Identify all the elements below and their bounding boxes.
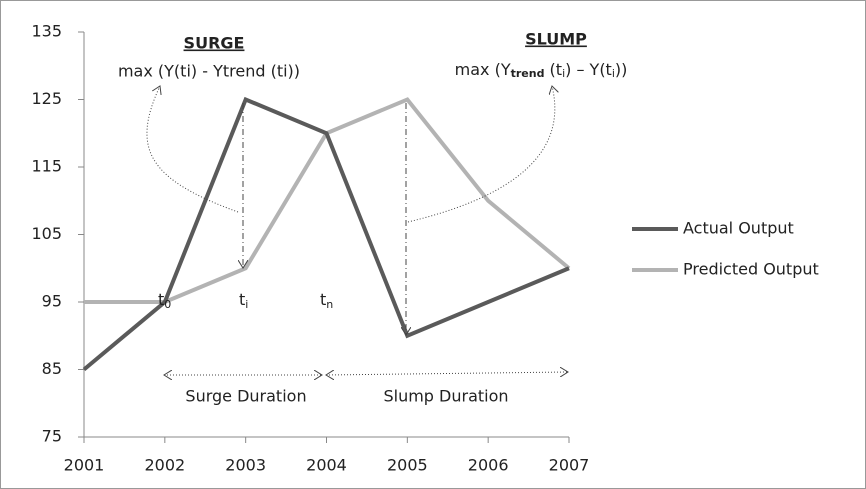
t-base: t xyxy=(158,290,164,309)
plot-area: 75 85 95 105 115 125 135 2001 2002 2003 2004 2005 20… xyxy=(31,22,589,475)
formula-part: (t xyxy=(544,60,562,79)
annotation-arrows xyxy=(146,86,568,375)
x-tick-label: 2002 xyxy=(144,456,185,475)
t-label: ti xyxy=(239,290,248,312)
t-subscript: n xyxy=(326,298,333,311)
surge-formula: max (Y(ti) - Ytrend (ti)) xyxy=(118,62,300,81)
t-subscript: 0 xyxy=(164,298,171,311)
formula-part: )) xyxy=(615,60,627,79)
surge-pointer xyxy=(146,86,239,213)
y-tick-label: 95 xyxy=(42,292,62,311)
t-base: t xyxy=(239,290,245,309)
subscript: i xyxy=(612,67,615,80)
t-base: t xyxy=(320,290,326,309)
y-tick-label: 125 xyxy=(31,89,62,108)
slump-duration: Slump Duration xyxy=(383,387,508,406)
slump-title: SLUMP xyxy=(525,30,587,49)
x-tick-label: 2003 xyxy=(225,456,266,475)
slump-formula: max (Ytrend (ti) – Y(ti)) xyxy=(455,60,628,81)
t-subscript: i xyxy=(245,298,248,311)
x-tick-label: 2004 xyxy=(306,456,347,475)
y-tick-label: 75 xyxy=(42,427,62,446)
slump-duration-arrow xyxy=(326,372,568,375)
y-tick-label: 105 xyxy=(31,224,62,243)
y-tick-label: 115 xyxy=(31,157,62,176)
t-label: t0 xyxy=(158,290,171,312)
formula-part: max (Y xyxy=(455,60,511,79)
legend-label: Actual Output xyxy=(683,219,794,238)
surge-title: SURGE xyxy=(184,34,245,53)
subscript: trend xyxy=(511,67,545,80)
y-tick-label: 85 xyxy=(42,359,62,378)
t-label: tn xyxy=(320,290,333,312)
legend-label: Predicted Output xyxy=(683,260,819,279)
series-line xyxy=(82,96,570,372)
y-tick-label: 135 xyxy=(31,22,62,41)
x-tick-label: 2006 xyxy=(468,456,509,475)
subscript: i xyxy=(562,67,565,80)
x-tick-label: 2007 xyxy=(549,456,590,475)
x-tick-label: 2005 xyxy=(387,456,428,475)
surge-duration: Surge Duration xyxy=(185,387,306,406)
x-tick-label: 2001 xyxy=(64,456,105,475)
formula-part: ) – Y(t xyxy=(565,60,612,79)
